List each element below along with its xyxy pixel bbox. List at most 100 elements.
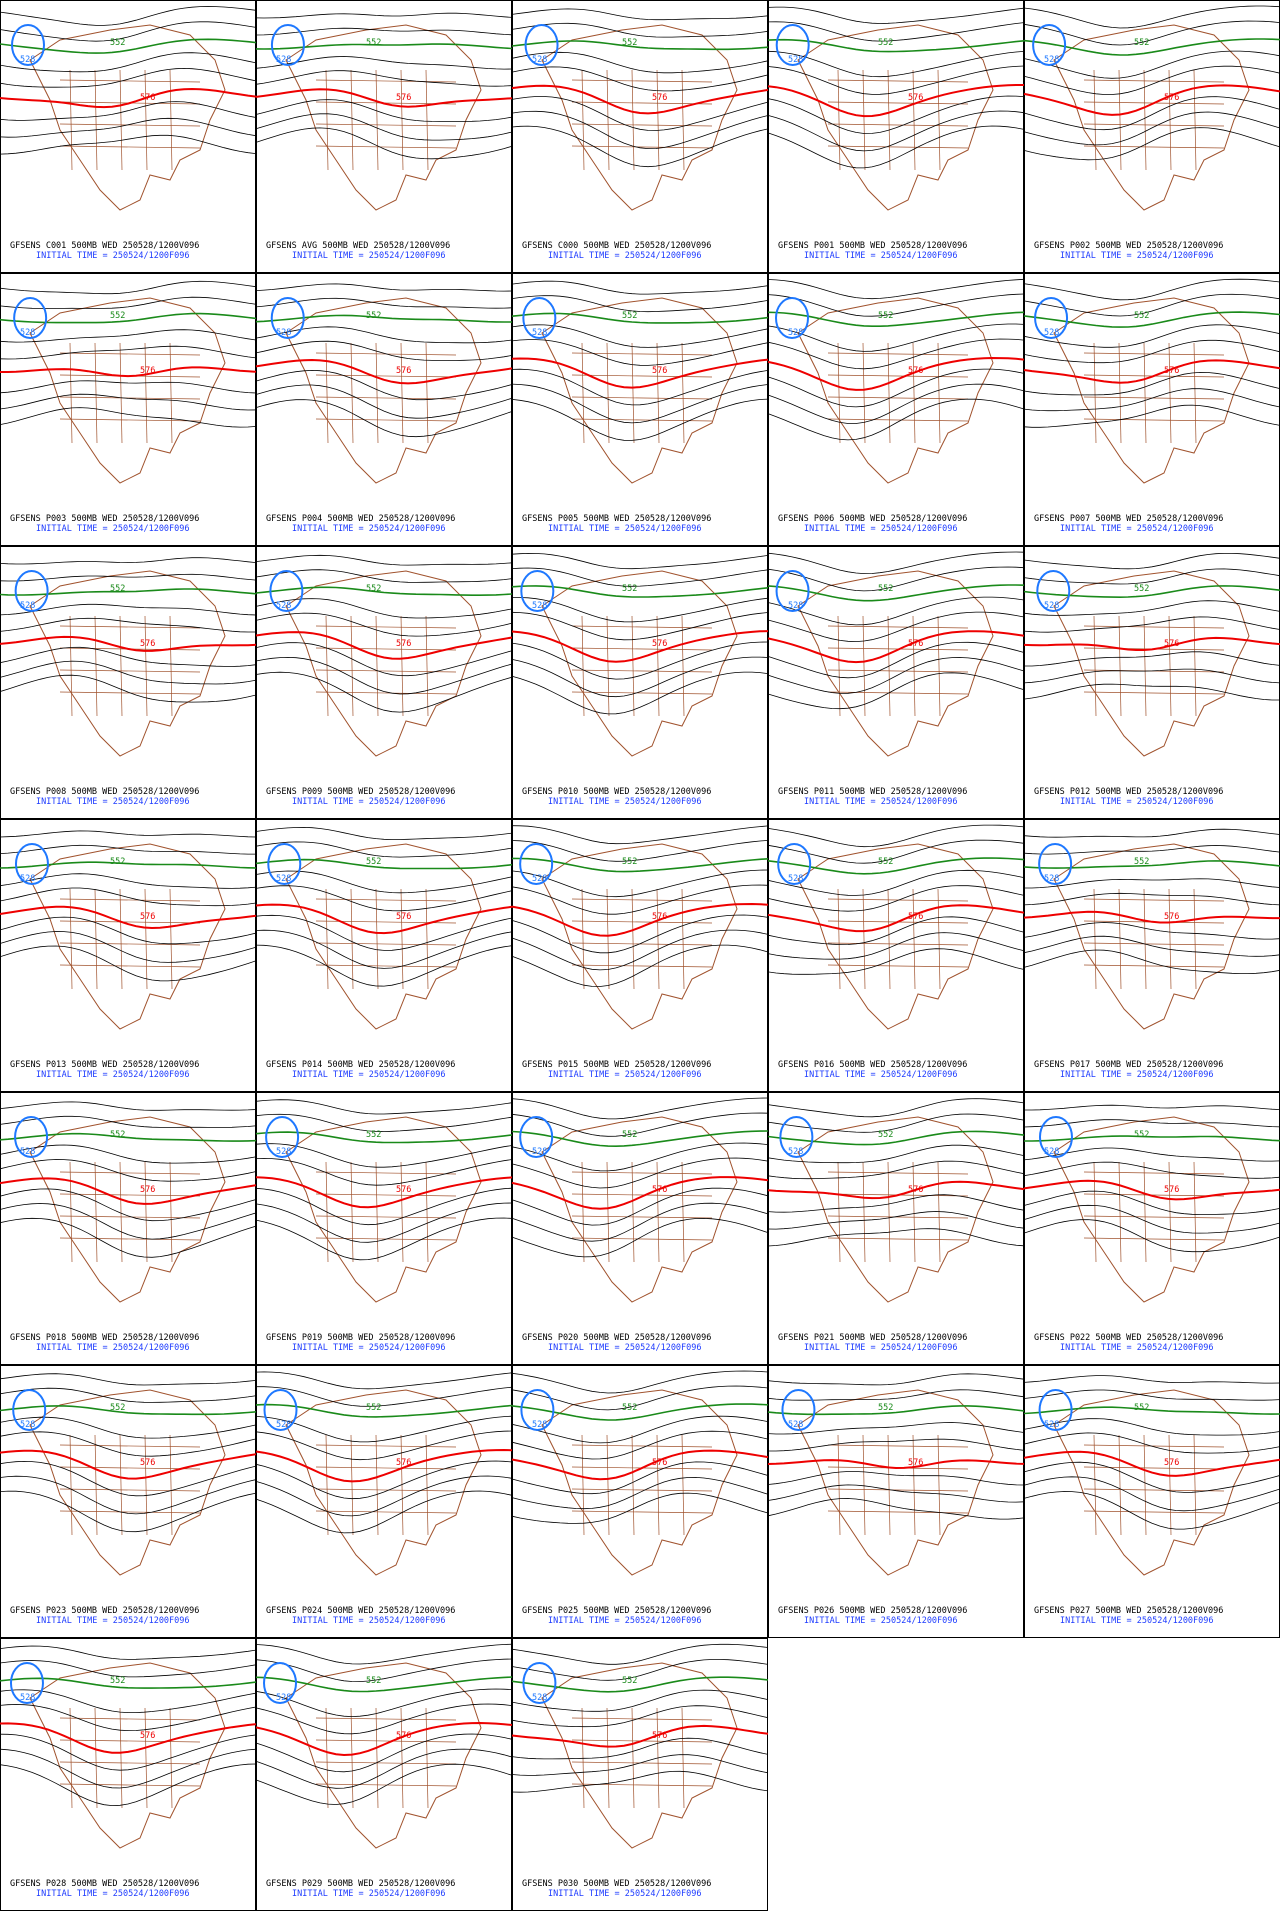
contour-label: 576	[908, 639, 923, 649]
contour-label: 528	[1044, 874, 1059, 884]
panel-title: GFSENS P029 500MB WED 250528/1200V096	[266, 1879, 455, 1889]
map-panel: 528 552 576 GFSENS P015 500MB WED 250528/12…	[511, 819, 769, 1092]
height-contour	[1023, 935, 1280, 957]
state-border	[425, 69, 429, 171]
contour-528	[267, 843, 302, 885]
height-contour	[767, 398, 1025, 441]
contour-528	[263, 1662, 298, 1704]
state-border	[315, 647, 457, 651]
contour-label: 552	[622, 311, 637, 321]
panel-frame	[256, 1638, 512, 1911]
height-contour	[0, 101, 257, 121]
height-contour	[255, 27, 513, 36]
state-border	[656, 342, 660, 444]
height-contour	[511, 1385, 769, 1411]
height-contour	[0, 557, 257, 565]
state-border	[656, 615, 660, 717]
contour-528	[522, 1662, 557, 1704]
height-contour	[0, 945, 257, 982]
contour-label: 576	[908, 1185, 923, 1195]
contour-552	[511, 585, 769, 598]
panel-frame	[256, 546, 512, 819]
height-contour	[255, 642, 513, 677]
contour-label: 576	[652, 639, 667, 649]
state-border	[631, 1161, 635, 1263]
height-contour	[1023, 668, 1280, 684]
contour-552	[511, 1403, 769, 1421]
height-contour	[1024, 1104, 1280, 1111]
height-contour	[1023, 388, 1280, 412]
height-contour	[767, 839, 1025, 864]
map-panel: 528 552 576 GFSENS P014 500MB WED 250528/12…	[255, 819, 513, 1092]
initial-time: INITIAL TIME = 250524/1200F096	[1060, 251, 1214, 261]
height-contour	[0, 1115, 257, 1128]
state-border	[94, 1434, 98, 1536]
contour-576	[255, 88, 513, 108]
height-contour	[0, 1660, 257, 1678]
height-contour	[0, 52, 257, 73]
state-border	[315, 625, 457, 629]
state-border	[1083, 1237, 1225, 1241]
height-contour	[255, 885, 513, 912]
panel-frame	[0, 819, 256, 1092]
height-contour	[255, 1113, 513, 1133]
panel-frame	[0, 273, 256, 546]
state-border	[912, 888, 916, 990]
state-border	[94, 615, 98, 717]
height-contour	[255, 384, 513, 419]
contour-label: 576	[652, 1185, 667, 1195]
contour-528	[1032, 24, 1067, 66]
height-contour	[0, 1704, 257, 1732]
contour-552	[511, 857, 769, 873]
contour-576	[1023, 1450, 1280, 1477]
panel-frame	[0, 1365, 256, 1638]
state-border	[1143, 1434, 1147, 1536]
state-border	[59, 1215, 201, 1219]
contour-label: 528	[276, 1693, 291, 1703]
height-contour	[1024, 878, 1280, 889]
height-contour	[0, 1733, 257, 1771]
height-contour	[255, 1099, 513, 1115]
contour-576	[1023, 84, 1280, 116]
state-border	[1083, 1171, 1225, 1175]
state-border	[315, 418, 457, 422]
panel-title: GFSENS P008 500MB WED 250528/1200V096	[10, 787, 199, 797]
state-border	[837, 1161, 841, 1263]
map-panel: 528 552 576 GFSENS P018 500MB WED 250528/12…	[0, 1092, 257, 1365]
state-border	[315, 1171, 457, 1175]
panel-title: GFSENS P009 500MB WED 250528/1200V096	[266, 787, 455, 797]
contour-label: 576	[396, 912, 411, 922]
map-panel: 528 552 576 GFSENS P021 500MB WED 250528/12…	[767, 1092, 1025, 1365]
contour-552	[1023, 38, 1280, 56]
height-contour	[511, 611, 769, 641]
height-contour	[0, 830, 257, 838]
contour-label: 576	[1164, 366, 1179, 376]
height-contour	[511, 125, 769, 168]
state-border	[1193, 69, 1197, 171]
panel-title: GFSENS P023 500MB WED 250528/1200V096	[10, 1606, 199, 1616]
coastline	[797, 297, 994, 484]
state-border	[325, 615, 329, 717]
height-contour	[511, 22, 769, 38]
height-contour	[511, 1643, 769, 1665]
height-contour	[1023, 1432, 1280, 1454]
state-border	[656, 888, 660, 990]
state-border	[315, 396, 457, 400]
panel-title: GFSENS P015 500MB WED 250528/1200V096	[522, 1060, 711, 1070]
height-contour	[255, 297, 513, 309]
map-panel: 528 552 576 GFSENS P020 500MB WED 250528/12…	[511, 1092, 769, 1365]
contour-label: 528	[276, 1147, 291, 1157]
state-border	[315, 942, 457, 946]
contour-528	[14, 843, 49, 885]
contour-label: 552	[878, 584, 893, 594]
contour-label: 552	[622, 584, 637, 594]
state-border	[315, 1739, 457, 1743]
panel-title: GFSENS C000 500MB WED 250528/1200V096	[522, 241, 711, 251]
panel-frame	[768, 1092, 1024, 1365]
state-border	[425, 342, 429, 444]
height-contour	[0, 1763, 257, 1807]
state-border	[912, 342, 916, 444]
state-border	[1193, 888, 1197, 990]
state-border	[581, 1161, 585, 1263]
state-border	[59, 625, 201, 629]
